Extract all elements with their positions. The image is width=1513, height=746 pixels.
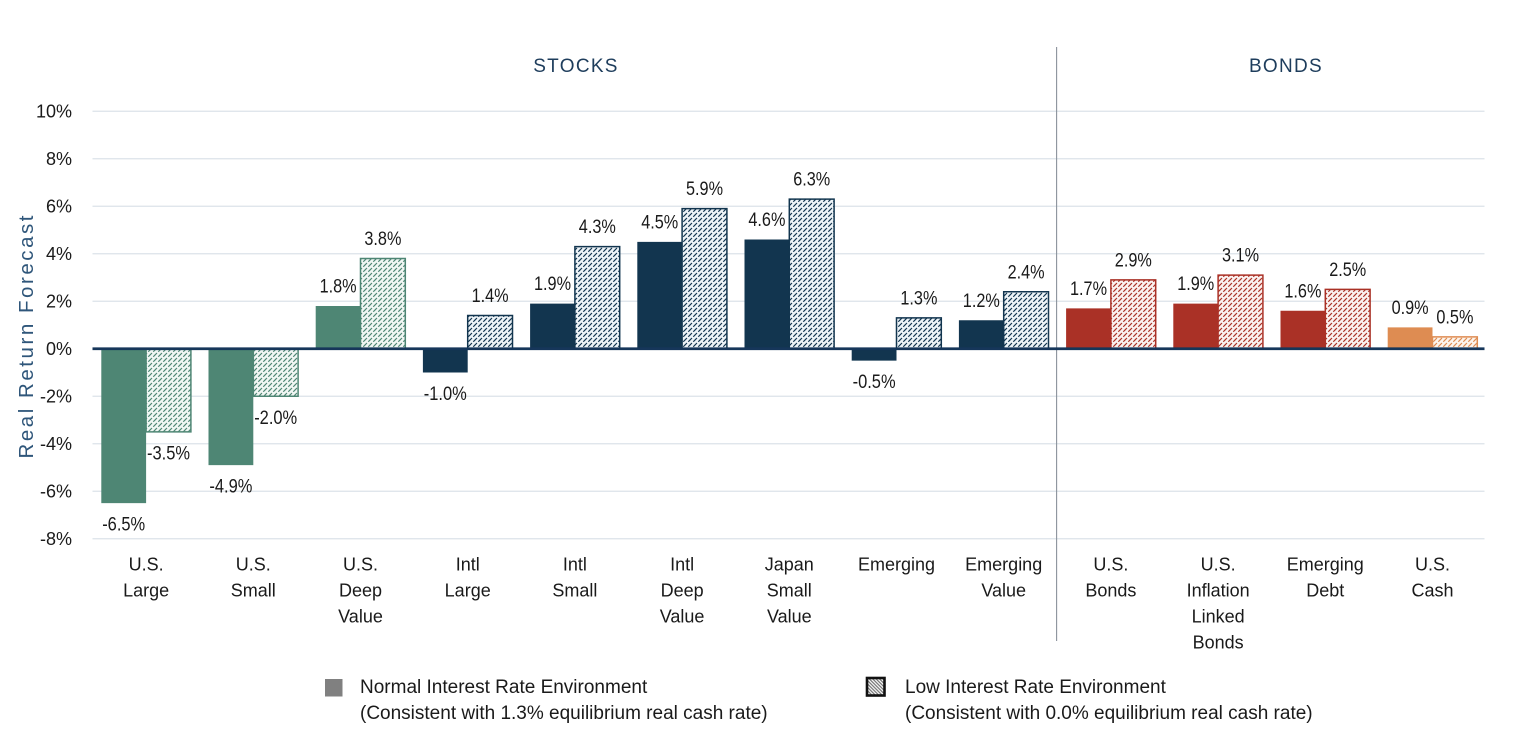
svg-text:10%: 10% bbox=[36, 102, 72, 122]
svg-text:STOCKS: STOCKS bbox=[533, 56, 619, 77]
svg-text:1.9%: 1.9% bbox=[534, 274, 571, 295]
svg-text:-4%: -4% bbox=[40, 434, 72, 454]
svg-text:Value: Value bbox=[767, 607, 812, 627]
svg-text:Intl: Intl bbox=[456, 555, 480, 575]
svg-text:1.7%: 1.7% bbox=[1070, 279, 1107, 300]
svg-text:2%: 2% bbox=[46, 292, 72, 312]
svg-text:-6%: -6% bbox=[40, 482, 72, 502]
svg-text:Value: Value bbox=[660, 607, 705, 627]
svg-text:-6.5%: -6.5% bbox=[102, 515, 145, 536]
svg-text:Cash: Cash bbox=[1411, 581, 1453, 601]
svg-text:U.S.: U.S. bbox=[1201, 555, 1236, 575]
svg-text:U.S.: U.S. bbox=[1415, 555, 1450, 575]
svg-text:0.9%: 0.9% bbox=[1392, 298, 1429, 319]
svg-text:-2%: -2% bbox=[40, 387, 72, 407]
svg-text:Linked: Linked bbox=[1192, 607, 1245, 627]
svg-text:1.9%: 1.9% bbox=[1177, 274, 1214, 295]
svg-text:4.5%: 4.5% bbox=[641, 212, 678, 233]
svg-text:3.1%: 3.1% bbox=[1222, 246, 1259, 267]
svg-text:Large: Large bbox=[445, 581, 491, 601]
svg-text:Deep: Deep bbox=[339, 581, 382, 601]
svg-text:Debt: Debt bbox=[1306, 581, 1344, 601]
svg-text:Bonds: Bonds bbox=[1193, 633, 1244, 653]
svg-text:1.4%: 1.4% bbox=[472, 286, 509, 307]
svg-text:-4.9%: -4.9% bbox=[209, 477, 252, 498]
svg-text:BONDS: BONDS bbox=[1249, 56, 1323, 77]
svg-text:0.5%: 0.5% bbox=[1436, 307, 1473, 328]
svg-text:5.9%: 5.9% bbox=[686, 179, 723, 200]
svg-text:Small: Small bbox=[767, 581, 812, 601]
svg-text:-2.0%: -2.0% bbox=[254, 408, 297, 429]
svg-text:Normal Interest Rate Environme: Normal Interest Rate Environment bbox=[360, 677, 648, 698]
svg-text:Value: Value bbox=[981, 581, 1026, 601]
svg-text:Deep: Deep bbox=[661, 581, 704, 601]
svg-text:2.9%: 2.9% bbox=[1115, 250, 1152, 271]
svg-text:Low Interest Rate Environment: Low Interest Rate Environment bbox=[905, 677, 1167, 698]
svg-text:6%: 6% bbox=[46, 197, 72, 217]
svg-text:8%: 8% bbox=[46, 149, 72, 169]
svg-text:0%: 0% bbox=[46, 339, 72, 359]
svg-text:U.S.: U.S. bbox=[236, 555, 271, 575]
svg-text:Emerging: Emerging bbox=[965, 555, 1042, 575]
svg-text:Emerging: Emerging bbox=[858, 555, 935, 575]
svg-text:-1.0%: -1.0% bbox=[424, 384, 467, 405]
svg-text:Small: Small bbox=[552, 581, 597, 601]
svg-text:Japan: Japan bbox=[765, 555, 814, 575]
svg-text:1.2%: 1.2% bbox=[963, 291, 1000, 312]
svg-text:Bonds: Bonds bbox=[1085, 581, 1136, 601]
svg-text:1.6%: 1.6% bbox=[1284, 281, 1321, 302]
svg-text:Intl: Intl bbox=[670, 555, 694, 575]
svg-text:(Consistent with 0.0% equilibr: (Consistent with 0.0% equilibrium real c… bbox=[905, 703, 1313, 724]
svg-text:Large: Large bbox=[123, 581, 169, 601]
svg-text:-8%: -8% bbox=[40, 529, 72, 549]
svg-text:U.S.: U.S. bbox=[129, 555, 164, 575]
svg-text:Intl: Intl bbox=[563, 555, 587, 575]
svg-text:4.6%: 4.6% bbox=[748, 210, 785, 231]
svg-text:(Consistent with 1.3% equilibr: (Consistent with 1.3% equilibrium real c… bbox=[360, 703, 768, 724]
svg-text:3.8%: 3.8% bbox=[364, 229, 401, 250]
svg-text:U.S.: U.S. bbox=[1093, 555, 1128, 575]
svg-text:Value: Value bbox=[338, 607, 383, 627]
svg-text:Emerging: Emerging bbox=[1287, 555, 1364, 575]
svg-text:Small: Small bbox=[231, 581, 276, 601]
svg-text:4%: 4% bbox=[46, 244, 72, 264]
svg-text:-3.5%: -3.5% bbox=[147, 443, 190, 464]
svg-text:-0.5%: -0.5% bbox=[853, 372, 896, 393]
svg-text:Inflation: Inflation bbox=[1187, 581, 1250, 601]
svg-text:U.S.: U.S. bbox=[343, 555, 378, 575]
svg-text:4.3%: 4.3% bbox=[579, 217, 616, 238]
svg-text:6.3%: 6.3% bbox=[793, 170, 830, 191]
svg-text:2.4%: 2.4% bbox=[1008, 262, 1045, 283]
svg-text:1.3%: 1.3% bbox=[900, 288, 937, 309]
svg-text:2.5%: 2.5% bbox=[1329, 260, 1366, 281]
svg-text:1.8%: 1.8% bbox=[320, 277, 357, 298]
